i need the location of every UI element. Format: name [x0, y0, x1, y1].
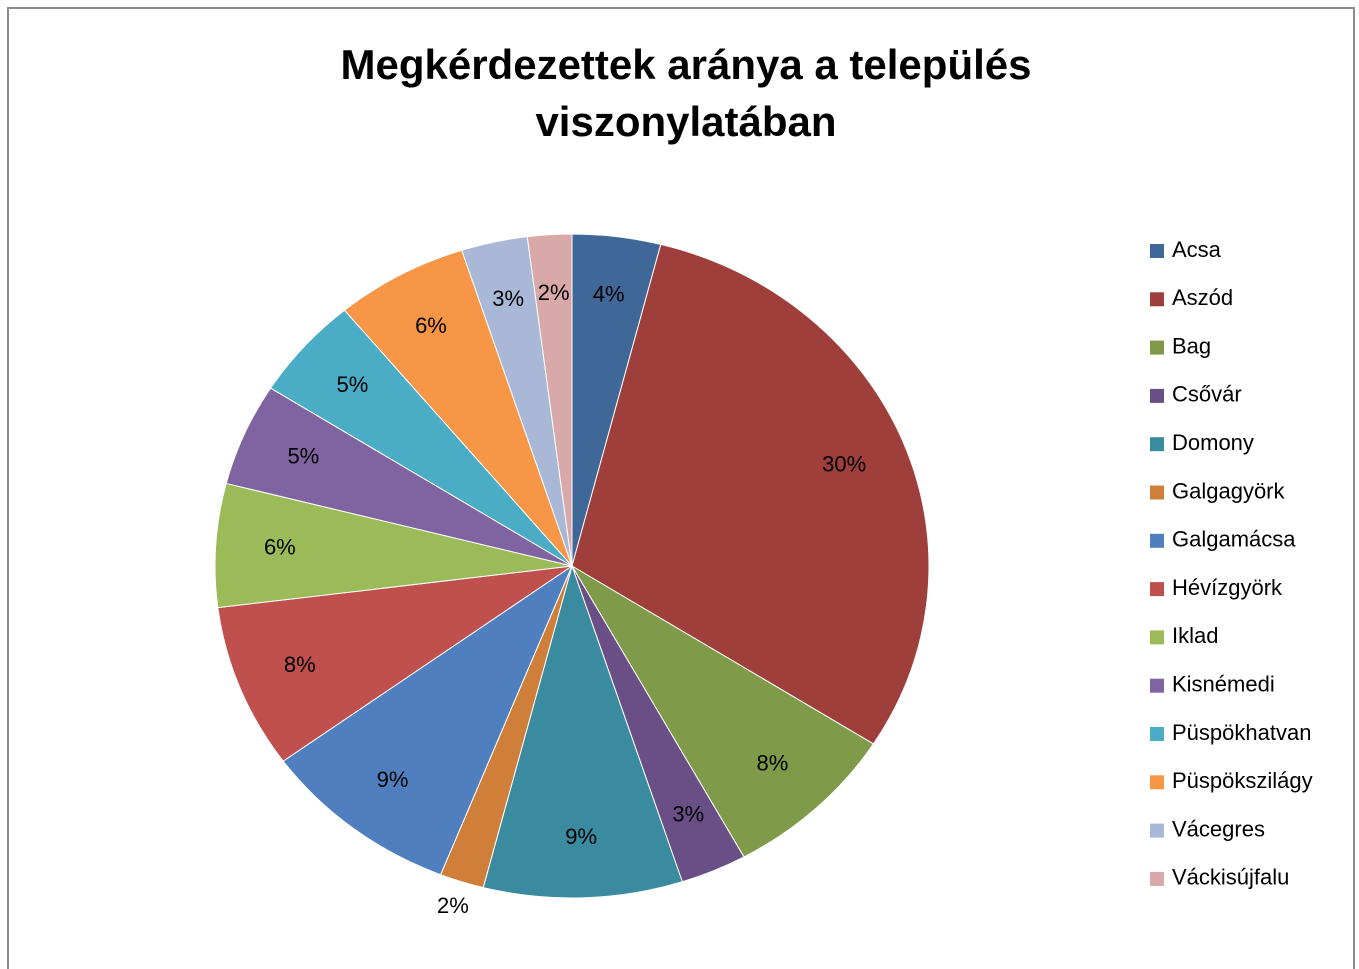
legend-swatch: [1150, 340, 1164, 355]
data-label: 2%: [437, 893, 469, 918]
legend-label: Váckisújfalu: [1172, 865, 1289, 890]
data-label: 3%: [492, 286, 524, 311]
data-label: 8%: [756, 750, 788, 775]
legend-swatch: [1150, 485, 1164, 500]
pie-slice: [217, 565, 573, 762]
pie-slice: [482, 564, 683, 899]
data-label: 2%: [538, 280, 570, 305]
legend-swatch: [1150, 437, 1164, 452]
data-label: 3%: [672, 802, 704, 827]
chart-title: Megkérdezettek aránya a település viszon…: [340, 41, 1032, 145]
pie-slice: [526, 233, 573, 567]
legend-label: Bag: [1172, 333, 1211, 358]
legend-swatch: [1150, 871, 1164, 886]
data-label: 6%: [415, 313, 447, 338]
chart-border: [7, 7, 1355, 969]
pie-slice: [343, 249, 573, 567]
legend-label: Aszód: [1172, 285, 1233, 310]
legend-label: Püspökszilágy: [1172, 768, 1313, 793]
data-label: 9%: [565, 824, 597, 849]
legend-label: Galgamácsa: [1172, 527, 1296, 552]
legend-swatch: [1150, 582, 1164, 597]
legend-swatch: [1150, 630, 1164, 645]
data-label: 9%: [377, 767, 409, 792]
legend-label: Püspökhatvan: [1172, 720, 1311, 745]
legend-swatch: [1150, 292, 1164, 307]
legend-swatch: [1150, 533, 1164, 548]
legend-label: Domony: [1172, 430, 1254, 455]
data-label: 5%: [337, 372, 369, 397]
data-label: 6%: [264, 535, 296, 560]
legend-swatch: [1150, 244, 1164, 258]
legend-swatch: [1150, 678, 1164, 693]
data-label: 8%: [284, 652, 316, 677]
legend-label: Acsa: [1172, 237, 1222, 262]
legend-swatch: [1150, 775, 1164, 790]
legend-label: Galgagyörk: [1172, 478, 1286, 503]
legend-swatch: [1150, 727, 1164, 741]
legend-label: Iklad: [1172, 623, 1218, 648]
legend-swatch: [1150, 823, 1164, 838]
legend-label: Csővár: [1172, 382, 1242, 407]
legend-swatch: [1150, 388, 1164, 403]
data-label: 5%: [287, 444, 319, 469]
pie-slice: [214, 482, 573, 609]
pie-slice: [571, 243, 930, 745]
pie-slice: [571, 565, 875, 858]
pie-slice: [282, 564, 574, 876]
legend-label: Vácegres: [1172, 816, 1265, 841]
data-label: 4%: [593, 282, 625, 307]
data-label: 30%: [822, 452, 866, 477]
legend-label: Hévízgyörk: [1172, 575, 1283, 600]
legend-label: Kisnémedi: [1172, 672, 1275, 697]
